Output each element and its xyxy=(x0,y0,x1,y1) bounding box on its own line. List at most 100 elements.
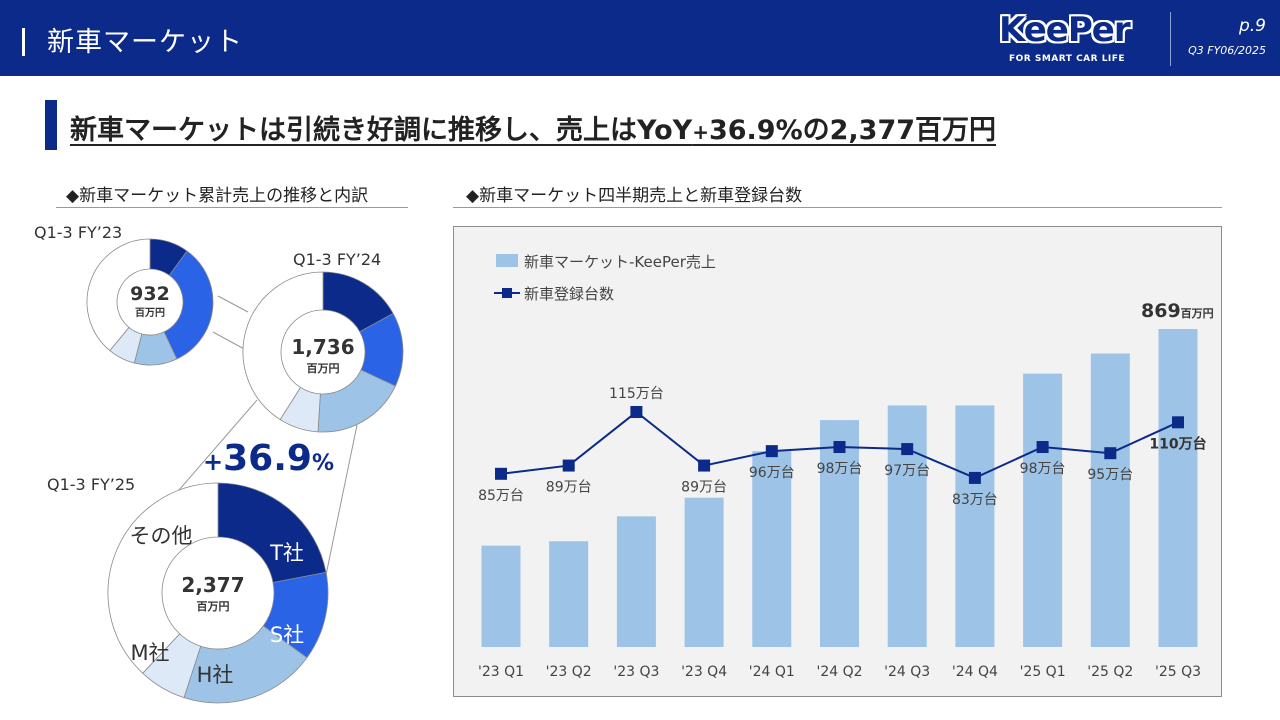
x-axis-labels: '23 Q1 '23 Q2 '23 Q3 '23 Q4 '24 Q1 '24 Q2 '24 … xyxy=(478,664,1201,680)
line-marker-4 xyxy=(765,445,778,458)
x-tick-label: '24 Q3 xyxy=(884,664,930,680)
segment-label-h: H社 xyxy=(197,663,234,687)
left-section-rule xyxy=(56,207,408,208)
line-data-label: 89万台 xyxy=(546,480,592,496)
headline-part2: 36.9%の2,377百万円 xyxy=(708,115,997,146)
segment-label-s: S社 xyxy=(270,623,304,647)
bar-5 xyxy=(820,420,859,647)
legend-line-marker xyxy=(502,288,512,298)
right-section-rule xyxy=(453,207,1222,208)
quarterly-chart: 新車マーケット-KeePer売上 新車登録台数 85万台 89万台 115万台 89万… xyxy=(478,253,1214,680)
right-section-title: ◆新車マーケット四半期売上と新車登録台数 xyxy=(466,186,803,206)
donut-fy25-label: Q1-3 FY’25 xyxy=(47,475,135,494)
donut-chart-area: Q1-3 FY’23 Q1-3 FY’24 Q1-3 FY’25 932 百万円… xyxy=(34,223,404,704)
x-tick-label: '25 Q3 xyxy=(1155,664,1201,680)
line-marker-1 xyxy=(562,459,575,472)
donut-fy24 xyxy=(242,271,404,433)
line-marker-5 xyxy=(833,441,846,454)
line-marker-7 xyxy=(968,471,981,484)
page-number: p.9 xyxy=(1238,16,1266,36)
bar-2 xyxy=(616,516,656,647)
headline-mark xyxy=(45,100,57,150)
x-tick-label: '23 Q2 xyxy=(546,664,592,680)
segment-label-other: その他 xyxy=(130,524,193,548)
donut-0-segment-other xyxy=(86,238,151,352)
logo-wordmark: KeePer xyxy=(999,10,1131,50)
line-data-label: 95万台 xyxy=(1087,467,1133,483)
bar-6 xyxy=(887,405,927,647)
quarterly-chart-panel: 新車マーケット-KeePer売上 新車登録台数 85万台 89万台 115万台 89万… xyxy=(453,226,1222,697)
headline-plus: + xyxy=(692,120,709,144)
donut-fy23-unit: 百万円 xyxy=(135,307,165,319)
x-tick-label: '25 Q2 xyxy=(1087,664,1133,680)
x-tick-label: '25 Q1 xyxy=(1020,664,1066,680)
bar-series xyxy=(481,329,1198,647)
headline: 新車マーケットは引続き好調に推移し、売上はYoY+36.9%の2,377百万円 xyxy=(70,108,996,147)
page-header: 新車マーケット KeePer FOR SMART CAR LIFE p.9 Q3… xyxy=(0,0,1280,76)
logo-tagline: FOR SMART CAR LIFE xyxy=(1009,54,1126,64)
legend-bar-label: 新車マーケット-KeePer売上 xyxy=(524,253,716,271)
connector-line xyxy=(217,295,249,313)
donut-fy25 xyxy=(107,482,329,704)
line-data-label: 97万台 xyxy=(884,463,930,479)
segment-label-t: T社 xyxy=(269,541,304,565)
line-marker-8 xyxy=(1036,441,1049,454)
x-tick-label: '23 Q4 xyxy=(681,664,727,680)
x-tick-label: '24 Q4 xyxy=(952,664,998,680)
fiscal-period: Q3 FY06/2025 xyxy=(1188,44,1266,57)
connector-line xyxy=(325,424,358,576)
donut-fy23-total: 932 xyxy=(130,283,170,305)
donut-0-segment-s-company xyxy=(163,250,214,360)
left-section-title: ◆新車マーケット累計売上の推移と内訳 xyxy=(66,186,369,206)
donut-fy23 xyxy=(86,238,214,366)
x-tick-label: '23 Q3 xyxy=(613,664,659,680)
x-tick-label: '23 Q1 xyxy=(478,664,524,680)
legend-bar-swatch xyxy=(496,254,518,267)
line-marker-3 xyxy=(698,459,711,472)
line-marker-6 xyxy=(901,443,914,456)
donut-fy23-label: Q1-3 FY’23 xyxy=(34,223,122,242)
line-data-label: 115万台 xyxy=(609,386,664,402)
header-title-mark xyxy=(22,28,25,56)
growth-rate: +36.9% xyxy=(203,438,334,479)
line-data-label: 89万台 xyxy=(681,480,727,496)
header-title-text: 新車マーケット xyxy=(47,27,243,58)
line-data-label: 85万台 xyxy=(478,488,524,504)
header-divider xyxy=(1170,12,1171,66)
connector-line xyxy=(212,331,247,351)
donut-1-segment-other xyxy=(242,271,324,421)
bar-8 xyxy=(1023,373,1063,647)
line-series: 85万台 89万台 115万台 89万台 96万台 98万台 97万台 83万台 98万台 95万… xyxy=(478,386,1207,508)
line-data-label: 96万台 xyxy=(749,465,795,481)
bar-0 xyxy=(481,545,521,647)
line-data-label: 98万台 xyxy=(817,461,863,477)
bar-9 xyxy=(1090,353,1130,647)
bar-10 xyxy=(1158,329,1198,647)
donut-fy24-label: Q1-3 FY’24 xyxy=(293,250,381,269)
donut-fy24-unit: 百万円 xyxy=(307,362,340,375)
keeper-logo: KeePer FOR SMART CAR LIFE xyxy=(993,10,1149,68)
donut-fy25-total: 2,377 xyxy=(181,573,244,597)
segment-label-m: M社 xyxy=(130,641,169,665)
donut-2-segment-t-company xyxy=(217,482,327,583)
bar-4 xyxy=(752,451,792,647)
donut-fy24-total: 1,736 xyxy=(291,335,354,359)
donut-2-segment-other xyxy=(107,482,219,674)
bar-7 xyxy=(955,405,995,647)
line-data-label: 98万台 xyxy=(1020,461,1066,477)
line-marker-0 xyxy=(495,467,507,480)
bar-3 xyxy=(684,497,724,647)
line-data-label: 110万台 xyxy=(1149,435,1206,452)
line-marker-10 xyxy=(1172,416,1184,429)
line-marker-9 xyxy=(1104,447,1117,460)
donut-fy25-unit: 百万円 xyxy=(197,600,230,613)
x-tick-label: '24 Q2 xyxy=(816,664,862,680)
headline-part1: 新車マーケットは引続き好調に推移し、売上はYoY xyxy=(70,115,693,146)
line-marker-2 xyxy=(630,406,643,418)
bar-value-label: 869百万円 xyxy=(1141,300,1214,322)
legend-line-label: 新車登録台数 xyxy=(524,285,614,303)
line-data-label: 83万台 xyxy=(952,492,998,508)
bar-1 xyxy=(549,541,589,647)
x-tick-label: '24 Q1 xyxy=(749,664,795,680)
header-title: 新車マーケット xyxy=(22,20,243,59)
